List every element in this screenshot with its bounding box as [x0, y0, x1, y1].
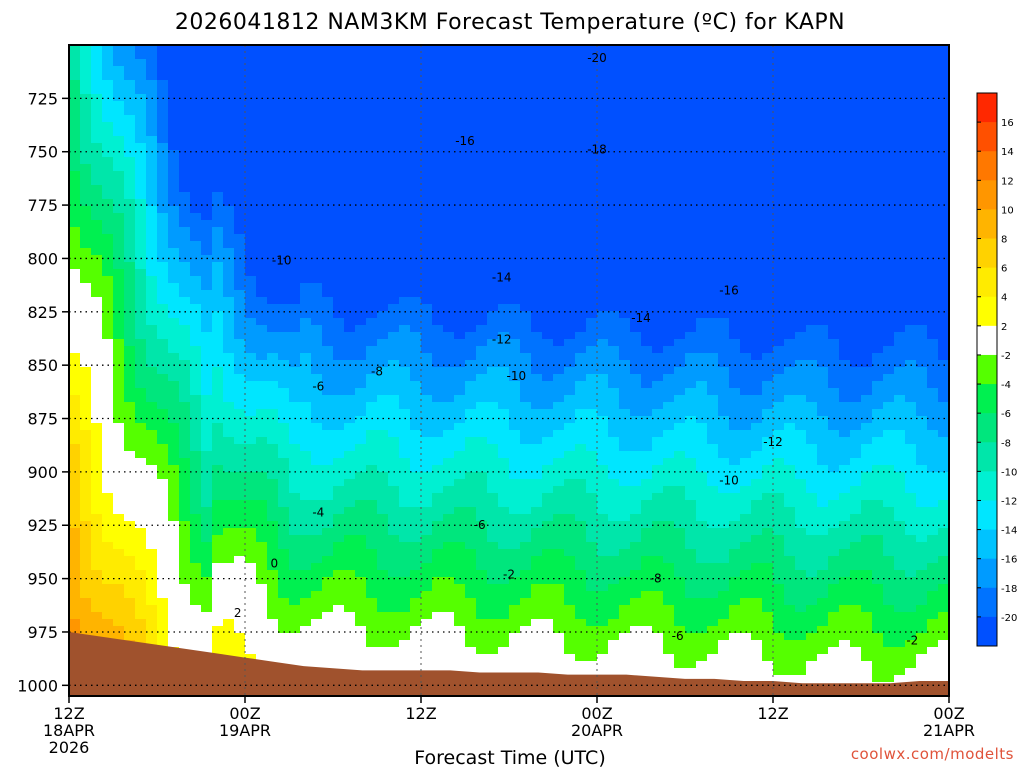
contour-label: -14 — [492, 271, 512, 285]
colorbar-swatch — [977, 151, 997, 181]
contour-label: 0 — [271, 557, 279, 571]
y-tick-label: 900 — [27, 463, 58, 482]
colorbar-swatch — [977, 413, 997, 443]
colorbar-swatch — [977, 529, 997, 560]
y-tick-label: 1000 — [17, 676, 58, 695]
contour-label: -20 — [587, 51, 607, 65]
colorbar-label: -16 — [1001, 555, 1017, 566]
contour-label: -4 — [312, 505, 324, 519]
colorbar-label: 4 — [1001, 293, 1007, 304]
x-tick-label: 18APR — [43, 721, 95, 740]
colorbar-swatch — [977, 471, 997, 501]
y-tick-label: 850 — [27, 356, 58, 375]
colorbar-swatch — [977, 500, 997, 530]
x-tick-label: 12Z — [405, 704, 436, 723]
colorbar-label: -18 — [1001, 584, 1017, 595]
colorbar-swatch — [977, 267, 997, 298]
y-axis: 725 750 775 800 825 850 875 900 925 950 975 1000 — [17, 89, 69, 695]
contour-label: -2 — [906, 634, 918, 648]
x-tick-label: 2026 — [49, 738, 90, 757]
contour-label: -10 — [272, 254, 292, 268]
colorbar-swatch — [977, 93, 997, 123]
colorbar-label: -12 — [1001, 496, 1017, 507]
y-tick-label: 925 — [27, 516, 58, 535]
contour-label: -16 — [719, 283, 739, 297]
contour-labels: -20-18-16-16-14-14-12-12-10-10-10-8-8-6-… — [234, 51, 918, 648]
colorbar-label: 12 — [1001, 176, 1014, 187]
colorbar-swatch — [977, 325, 997, 356]
contour-label: -12 — [763, 435, 783, 449]
colorbar-label: -10 — [1001, 467, 1017, 478]
colorbar-label: 10 — [1001, 205, 1014, 216]
plot-frame — [68, 44, 950, 697]
x-axis-label: Forecast Time (UTC) — [414, 747, 605, 768]
colorbar-label: -6 — [1001, 409, 1011, 420]
colorbar-swatch — [977, 180, 997, 210]
colorbar-label: 14 — [1001, 147, 1014, 158]
contour-label: -10 — [719, 473, 739, 487]
x-tick-label: 00Z — [581, 704, 612, 723]
colorbar-swatch — [977, 296, 997, 327]
x-tick-label: 12Z — [757, 704, 788, 723]
contour-label: -10 — [507, 369, 527, 383]
colorbar-label: 8 — [1001, 235, 1007, 246]
contour-label: -8 — [371, 365, 383, 379]
colorbar-swatch — [977, 122, 997, 152]
contour-label: -6 — [474, 518, 486, 532]
colorbar-label: -4 — [1001, 380, 1011, 391]
contour-label: -2 — [503, 567, 515, 581]
contour-label: -16 — [455, 134, 475, 148]
contour-label: -18 — [587, 143, 607, 157]
x-tick-label: 19APR — [219, 721, 271, 740]
y-tick-label: 725 — [27, 89, 58, 108]
colorbar-label: 2 — [1001, 322, 1007, 333]
x-tick-label: 00Z — [933, 704, 964, 723]
colorbar-swatch — [977, 384, 997, 414]
plot-area — [69, 45, 949, 696]
y-tick-label: 775 — [27, 196, 58, 215]
colorbar-swatch — [977, 442, 997, 472]
colorbar-swatch — [977, 238, 997, 269]
colorbar: 16 14 12 10 8 6 4 2 -2 -4 -6 -8 -10 -12 -14 -16 -18 -20 — [976, 92, 1017, 647]
colorbar-frame — [976, 92, 998, 647]
colorbar-label: 6 — [1001, 264, 1007, 275]
contour-label: -6 — [672, 629, 684, 643]
contour-label: -12 — [492, 333, 512, 347]
colorbar-label: -20 — [1001, 613, 1017, 624]
x-tick-label: 12Z — [53, 704, 84, 723]
colorbar-label: -14 — [1001, 526, 1017, 537]
terrain — [69, 631, 949, 696]
y-tick-label: 825 — [27, 303, 58, 322]
contour-label: -14 — [631, 311, 651, 325]
y-tick-label: 975 — [27, 623, 58, 642]
colorbar-swatch — [977, 209, 997, 239]
y-tick-label: 950 — [27, 570, 58, 589]
colorbar-swatch — [977, 587, 997, 618]
y-tick-label: 750 — [27, 143, 58, 162]
contour-label: -6 — [312, 380, 324, 394]
chart-title: 2026041812 NAM3KM Forecast Temperature (… — [175, 10, 845, 35]
x-tick-label: 21APR — [923, 721, 975, 740]
colorbar-swatch — [977, 558, 997, 589]
contour-label: 2 — [234, 606, 242, 620]
colorbar-label: -8 — [1001, 438, 1011, 449]
colorbar-label: -2 — [1001, 351, 1011, 362]
y-tick-label: 800 — [27, 249, 58, 268]
x-tick-label: 20APR — [571, 721, 623, 740]
colorbar-swatch — [977, 616, 997, 647]
contour-label: -8 — [650, 572, 662, 586]
x-tick-label: 00Z — [229, 704, 260, 723]
colorbar-label: 16 — [1001, 118, 1014, 129]
y-tick-label: 875 — [27, 410, 58, 429]
credit-text[interactable]: coolwx.com/modelts — [851, 745, 1014, 763]
colorbar-swatch — [977, 354, 997, 385]
